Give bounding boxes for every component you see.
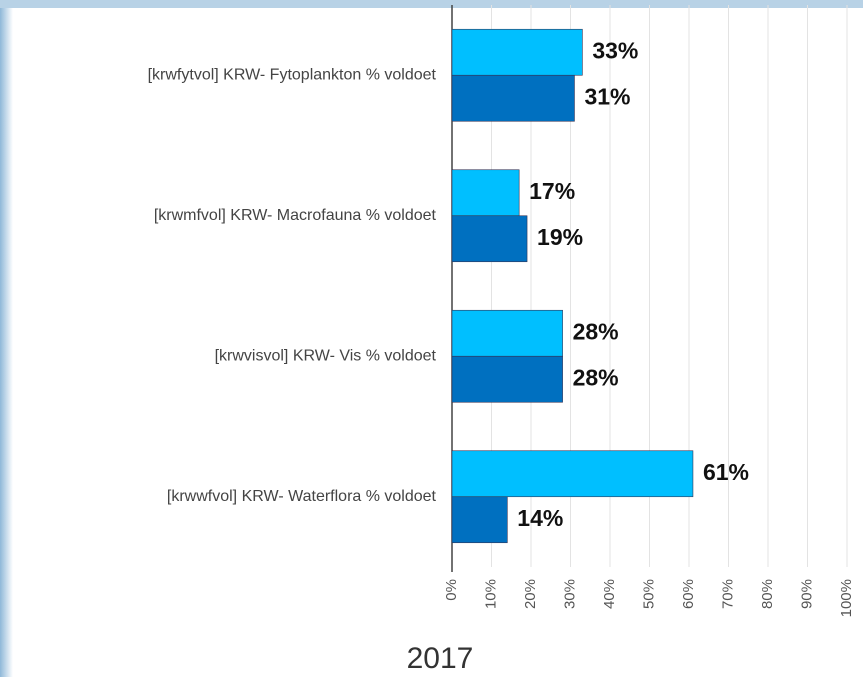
category-label: [krwmfvol] KRW- Macrofauna % voldoet [154, 207, 437, 224]
x-axis-label: 2017 [407, 642, 474, 675]
category-label: [krwvisvol] KRW- Vis % voldoet [215, 347, 437, 364]
value-label: 28% [573, 364, 619, 390]
x-tick-label: 50% [640, 579, 657, 609]
x-tick-label: 70% [719, 579, 736, 609]
value-label: 33% [592, 37, 638, 63]
x-tick-label: 20% [522, 579, 539, 609]
bar [451, 169, 520, 217]
value-label: 17% [529, 178, 575, 204]
x-tick-label: 40% [601, 579, 618, 609]
value-label: 61% [703, 459, 749, 485]
bar [451, 215, 528, 263]
bar [451, 355, 563, 403]
x-tick-label: 10% [482, 579, 499, 609]
x-tick-label: 80% [759, 579, 776, 609]
x-tick-label: 0% [443, 579, 460, 601]
value-label: 28% [573, 318, 619, 344]
x-tick-label: 60% [680, 579, 697, 609]
value-label: 14% [517, 505, 563, 531]
value-label: 31% [584, 83, 630, 109]
bar [451, 28, 583, 76]
value-label: 19% [537, 224, 583, 250]
x-tick-label: 90% [798, 579, 815, 609]
category-label: [krwwfvol] KRW- Waterflora % voldoet [167, 488, 437, 505]
bar [451, 309, 563, 357]
bar [451, 74, 575, 122]
top-edge [0, 0, 863, 8]
bar [451, 496, 508, 544]
category-label: [krwfytvol] KRW- Fytoplankton % voldoet [148, 66, 437, 83]
x-tick-label: 100% [838, 579, 855, 617]
x-tick-label: 30% [561, 579, 578, 609]
bar [451, 450, 694, 498]
